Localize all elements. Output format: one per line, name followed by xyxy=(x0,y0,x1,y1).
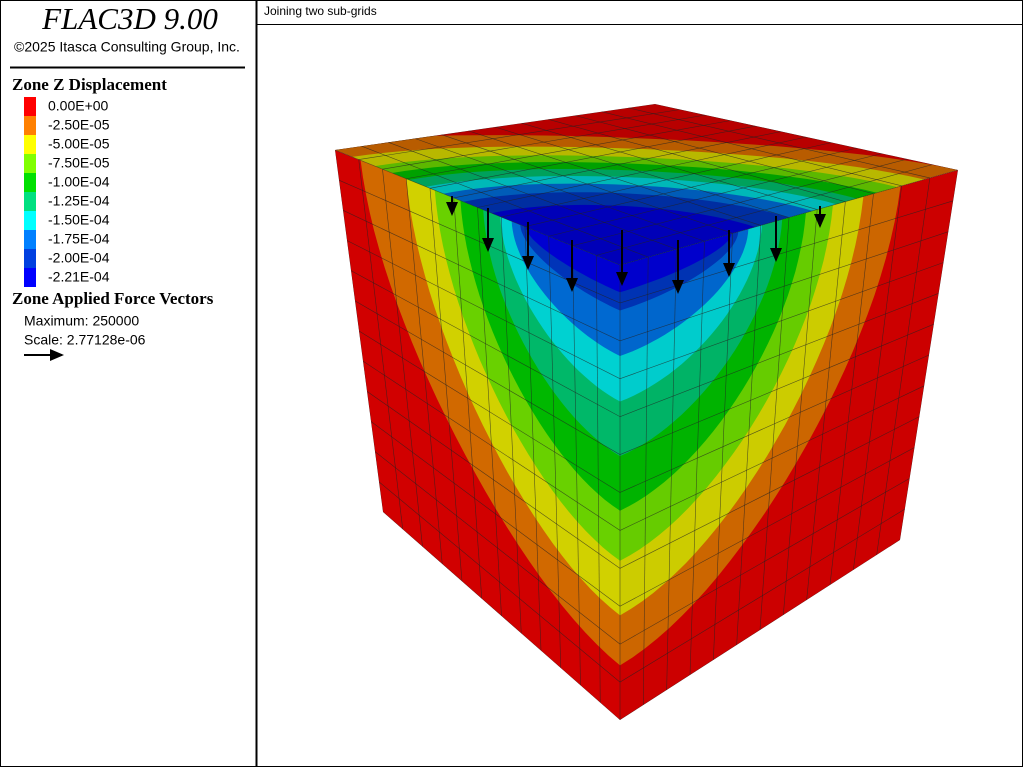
legend-title: Zone Z Displacement xyxy=(12,75,167,94)
cube xyxy=(335,104,958,720)
legend-label: -1.25E-04 xyxy=(48,193,110,209)
legend: 0.00E+00 -2.50E-05 -5.00E-05 -7.50E-05 -1.00… xyxy=(24,97,110,287)
legend-swatch xyxy=(24,135,36,154)
legend-label: -2.21E-04 xyxy=(48,269,110,285)
app-title: FLAC3D 9.00 xyxy=(41,1,218,36)
legend-swatch xyxy=(24,211,36,230)
legend-swatch xyxy=(24,154,36,173)
legend-label: -2.50E-05 xyxy=(48,117,110,133)
legend-label: -5.00E-05 xyxy=(48,136,110,152)
mesh-line xyxy=(620,478,910,645)
mesh-line xyxy=(358,109,681,160)
vectors-maximum: Maximum: 250000 xyxy=(24,313,139,329)
vectors-scale: Scale: 2.77128e-06 xyxy=(24,332,146,348)
legend-label: -1.75E-04 xyxy=(48,231,110,247)
vectors-title: Zone Applied Force Vectors xyxy=(12,289,214,308)
cube-face xyxy=(335,104,958,265)
mesh-line xyxy=(601,111,902,187)
legend-label: 0.00E+00 xyxy=(48,98,109,114)
mesh-line xyxy=(358,159,404,530)
mesh-line xyxy=(335,150,384,513)
legend-swatch xyxy=(24,97,36,116)
cube-face xyxy=(620,170,958,720)
legend-label: -7.50E-05 xyxy=(48,155,110,171)
legend-swatch xyxy=(24,192,36,211)
legend-label: -1.50E-04 xyxy=(48,212,110,228)
mesh-line xyxy=(378,481,620,683)
mesh-line xyxy=(628,107,930,179)
legend-swatch xyxy=(24,249,36,268)
legend-label: -2.00E-04 xyxy=(48,250,110,266)
copyright: ©2025 Itasca Consulting Group, Inc. xyxy=(14,39,240,55)
force-vectors xyxy=(446,196,826,294)
mesh-line xyxy=(876,177,931,556)
plot-title: Joining two sub-grids xyxy=(264,4,377,18)
mesh-line xyxy=(654,104,958,171)
legend-swatch xyxy=(24,268,36,287)
contour-band xyxy=(491,204,756,265)
legend-label: -1.00E-04 xyxy=(48,174,110,190)
legend-swatch xyxy=(24,116,36,135)
mesh-line xyxy=(620,508,905,683)
legend-swatch xyxy=(24,230,36,249)
legend-swatch xyxy=(24,173,36,192)
mesh-line xyxy=(374,451,620,645)
